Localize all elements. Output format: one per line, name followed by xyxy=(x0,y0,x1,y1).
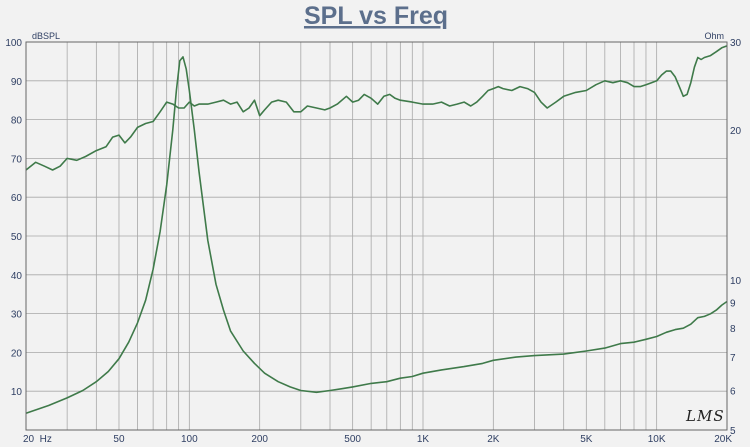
y2-tick-label: 5 xyxy=(730,426,736,437)
tick-labels: 20 Hz 50 100 200 500 1K 2K 5K 10K 20K 10 20 30 40 50 60… xyxy=(5,38,741,445)
y-tick-label: 60 xyxy=(11,193,23,204)
y2-tick-label: 8 xyxy=(730,324,736,335)
spl-curve xyxy=(25,45,728,171)
chart-title: SPL vs Freq xyxy=(304,2,448,30)
y2-axis-label: Ohm xyxy=(704,31,724,41)
x-tick-label: 200 xyxy=(251,434,268,445)
y-axis-label: dBSPL xyxy=(32,31,60,41)
x-tick-label: 1K xyxy=(417,434,430,445)
y2-tick-label: 7 xyxy=(730,353,736,364)
x-tick-label: 5K xyxy=(580,434,593,445)
y2-tick-label: 20 xyxy=(730,126,742,137)
x-tick-label: 10K xyxy=(648,434,666,445)
y-tick-label: 100 xyxy=(5,38,22,49)
series-layer xyxy=(25,45,728,415)
y2-tick-label: 30 xyxy=(730,38,742,49)
plot-frame xyxy=(25,41,728,431)
y-tick-label: 30 xyxy=(11,310,23,321)
y-tick-label: 80 xyxy=(11,116,23,127)
y-tick-label: 90 xyxy=(11,77,23,88)
y-tick-label: 20 xyxy=(11,348,23,359)
x-tick-label: 20 Hz xyxy=(23,434,52,445)
y2-tick-label: 10 xyxy=(730,276,742,287)
x-tick-label: 100 xyxy=(181,434,198,445)
impedance-curve xyxy=(25,56,728,415)
x-tick-label: 2K xyxy=(487,434,500,445)
watermark-lms: LMS xyxy=(685,407,725,425)
y-tick-label: 70 xyxy=(11,154,23,165)
y2-tick-label: 6 xyxy=(730,387,736,398)
x-tick-label: 20K xyxy=(714,434,732,445)
x-tick-label: 500 xyxy=(344,434,361,445)
grid xyxy=(25,41,728,430)
x-tick-label: 50 xyxy=(113,434,125,445)
y-tick-label: 50 xyxy=(11,232,23,243)
y2-tick-label: 9 xyxy=(730,299,736,310)
y-tick-label: 10 xyxy=(11,387,23,398)
y-tick-label: 40 xyxy=(11,271,23,282)
